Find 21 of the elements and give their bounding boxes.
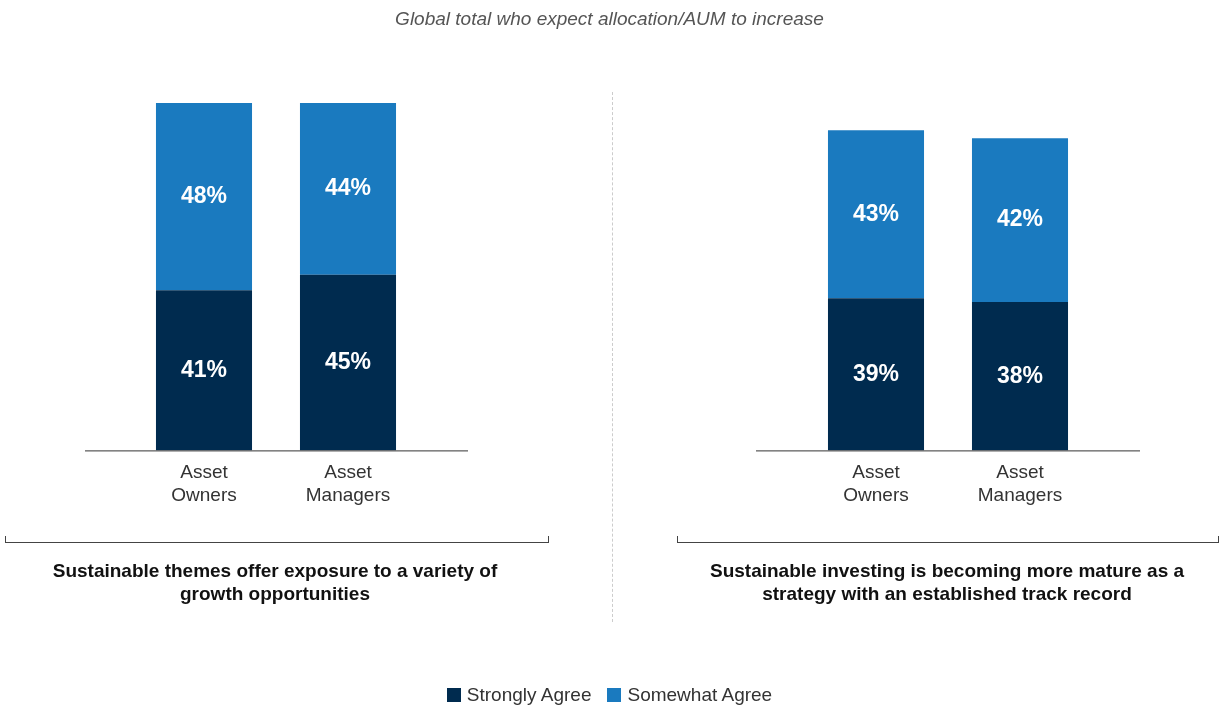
bar — [827, 130, 925, 299]
x-tick-label: Asset Managers — [305, 461, 391, 505]
data-label: 41% — [180, 355, 228, 382]
data-label: 44% — [324, 174, 372, 201]
data-label: 42% — [996, 205, 1044, 232]
x-axis-title: Sustainable investing is becoming more mature as a strategy with an established track record — [708, 559, 1186, 605]
bar — [827, 298, 925, 451]
data-label: 39% — [852, 359, 900, 386]
x-axis-title: Sustainable themes offer exposure to a variety of growth opportunities — [51, 559, 499, 605]
text: Global total who expect allocation/AUM to increase — [394, 8, 825, 30]
x-tick-label: Asset Owners — [171, 461, 237, 505]
bar — [971, 302, 1069, 451]
data-label: 45% — [324, 347, 372, 374]
data-label: 38% — [996, 361, 1044, 388]
x-tick-label: Asset Managers — [977, 461, 1063, 505]
legend-label: Somewhat Agree — [626, 684, 773, 705]
data-label: 43% — [852, 199, 900, 226]
legend-label: Strongly Agree — [465, 684, 592, 705]
bar — [971, 138, 1069, 303]
data-label: 48% — [180, 182, 228, 209]
x-tick-label: Asset Owners — [843, 461, 909, 505]
